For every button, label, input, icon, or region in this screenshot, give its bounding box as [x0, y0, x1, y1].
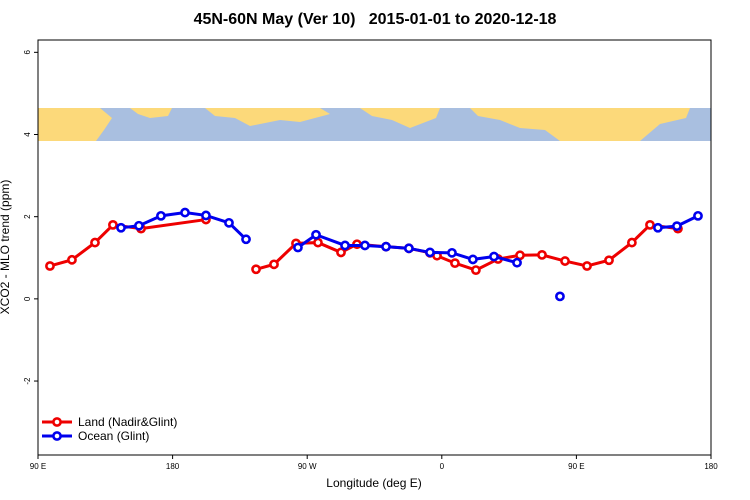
point	[693, 210, 703, 221]
point	[450, 258, 460, 269]
point	[156, 210, 166, 221]
point	[224, 217, 234, 228]
point	[269, 259, 279, 270]
point	[403, 243, 414, 254]
point	[67, 254, 77, 265]
y-tick-label: 6	[23, 50, 32, 55]
point	[555, 291, 565, 302]
point	[626, 237, 637, 248]
point	[45, 261, 55, 271]
point	[468, 254, 478, 265]
point	[645, 220, 655, 230]
point	[293, 242, 303, 253]
point	[180, 207, 190, 218]
point	[489, 251, 499, 262]
x-tick-label: 90 W	[298, 462, 317, 471]
point	[582, 261, 592, 271]
point	[241, 234, 251, 245]
point	[201, 210, 211, 221]
point	[90, 237, 100, 248]
y-tick-label: 4	[23, 132, 32, 137]
plot-frame	[37, 39, 712, 456]
point	[311, 229, 321, 240]
x-axis-label: Longitude (deg E)	[326, 476, 421, 490]
point	[447, 247, 457, 258]
x-tick-label: 180	[704, 462, 718, 471]
x-tick-label: 180	[166, 462, 180, 471]
point	[340, 240, 350, 251]
legend-label: Land (Nadir&Glint)	[78, 415, 177, 429]
point	[313, 237, 323, 248]
point	[108, 220, 118, 230]
point	[116, 222, 126, 233]
legend-marker	[52, 431, 62, 441]
point	[512, 257, 522, 268]
y-tick-label: 2	[23, 214, 32, 219]
x-tick-label: 90 E	[568, 462, 584, 471]
map-band	[38, 108, 711, 141]
point	[134, 220, 144, 231]
y-tick-label: 0	[23, 296, 32, 301]
legend-label: Ocean (Glint)	[78, 429, 149, 443]
point	[537, 249, 547, 260]
x-tick-label: 0	[440, 462, 445, 471]
chart-title: 45N-60N May (Ver 10) 2015-01-01 to 2020-…	[194, 11, 557, 28]
point	[336, 247, 346, 258]
point	[560, 256, 570, 266]
x-tick-label: 90 E	[30, 462, 46, 471]
legend-marker	[52, 417, 62, 427]
point	[604, 255, 614, 266]
point	[381, 241, 391, 252]
point	[470, 265, 481, 275]
point	[672, 221, 682, 232]
point	[425, 247, 435, 258]
y-tick-label: -2	[23, 377, 32, 385]
point	[251, 264, 261, 275]
y-axis-label: XCO2 - MLO trend (ppm)	[0, 180, 12, 315]
point	[653, 222, 663, 233]
point	[360, 240, 370, 251]
